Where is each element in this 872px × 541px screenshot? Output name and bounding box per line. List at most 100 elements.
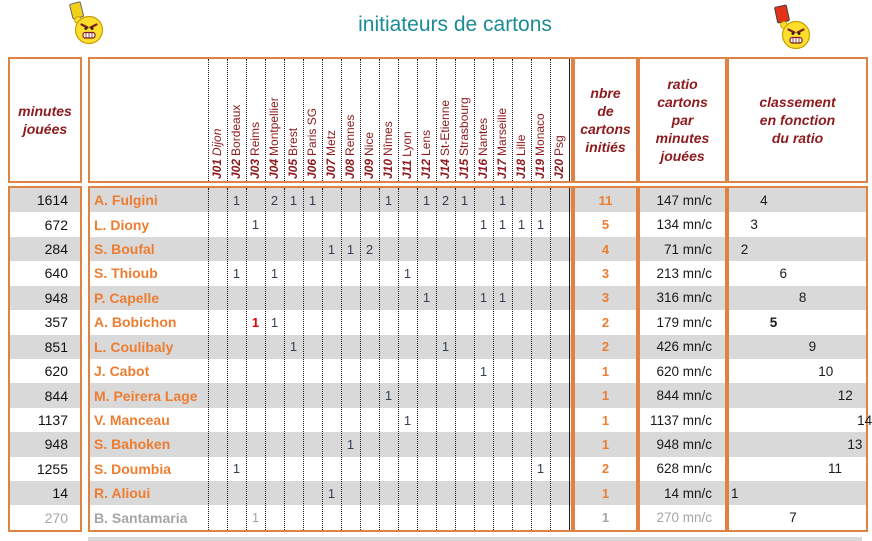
card-count-J07: 1 [327,485,336,501]
ratio-value: 620 mn/c [656,363,712,379]
table-row: 1614 [10,188,80,213]
player-name: L. Coulibaly [94,338,174,355]
ratio-value: 270 mn/c [656,510,712,526]
ratio-value: 134 mn/c [656,217,712,233]
table-row: 1137 [10,408,80,432]
rank-value: 3 [750,217,758,233]
card-count-J02: 1 [232,192,241,208]
table-row: 147 mn/c [640,188,725,213]
matchday-label-J14: J14St-Etienne [438,99,452,179]
card-count-J05: 1 [289,339,298,355]
table-row: 270 mn/c [640,505,725,529]
ratio-column: 147 mn/c 134 mn/c 71 mn/c 213 mn/c 316 mn/c 1… [638,186,727,532]
table-row: 7 [729,505,866,529]
table-row: S. Bahoken 1 [90,432,571,457]
rank-value: 13 [847,436,863,452]
minutes-value: 14 [52,485,68,502]
minutes-value: 672 [44,216,68,233]
table-row: 1 [575,432,636,457]
card-count-J18: 1 [517,217,526,233]
rank-value: 14 [857,412,872,428]
player-name: S. Thioub [94,265,158,282]
table-row: 13 [729,432,866,457]
minutes-value: 284 [44,241,68,258]
cards-total-value: 11 [598,192,613,208]
table-row: S. Boufal 1 1 2 [90,236,571,262]
table-row: 1 [575,408,636,432]
table-row: 5 [575,212,636,236]
player-name: B. Santamaria [94,509,188,526]
matchday-label-J20: J20Psg [552,135,566,179]
matchday-label-J07: J07Metz [324,129,338,179]
ratio-value: 213 mn/c [656,265,712,281]
table-row: V. Manceau 1 [90,408,571,432]
ratio-value: 628 mn/c [656,461,712,477]
table-row: 6 [729,261,866,285]
card-count-J02: 1 [232,461,241,477]
red-card-smiley-icon [764,4,818,59]
matchday-label-J05: J05Brest [286,127,300,179]
card-count-J10: 1 [384,388,393,404]
matchday-label-J19: J19Monaco [533,113,547,179]
ranking-header: classement en fonction du ratio [727,57,868,183]
table-row: 426 mn/c [640,334,725,359]
card-count-J11: 1 [403,412,412,428]
minutes-value: 1255 [36,460,68,477]
ratio-value: 71 mn/c [663,241,712,257]
table-row: 1 [575,359,636,383]
matchday-label-J03: J03Reims [248,121,262,179]
minutes-value: 640 [44,265,68,282]
minutes-value: 270 [44,509,68,526]
card-count-J19: 1 [536,461,545,477]
table-row: 5 [729,310,866,334]
player-name: A. Fulgini [94,192,158,209]
card-count-J14: 2 [441,192,450,208]
cards-total-value: 1 [601,436,610,452]
minutes-value: 844 [44,387,68,404]
table-row: 2 [575,310,636,334]
cards-total-value: 1 [601,510,610,526]
table-row: A. Bobichon 1 1 [90,310,571,334]
matchday-label-J10: J10Nîmes [381,121,395,179]
matchday-label-J06: J06Paris SG [305,107,319,179]
table-row: 620 [10,359,80,383]
table-row: 1255 [10,457,80,481]
card-count-J03: 1 [251,314,260,330]
table-row: 4 [575,236,636,262]
table-row: 3 [729,212,866,236]
card-count-J16: 1 [479,290,488,306]
table-row: 640 [10,261,80,285]
table-row: 1 [575,481,636,506]
minutes-value: 1614 [36,192,68,209]
table-row: A. Fulgini 1 2 1 1 1 1 2 1 1 [90,188,571,213]
cut-off-next-row [88,537,862,541]
table-row: 3 [575,261,636,285]
card-count-J10: 1 [384,192,393,208]
card-count-J12: 1 [422,192,431,208]
table-row: 948 [10,285,80,311]
card-count-J04: 2 [270,192,279,208]
ratio-value: 1137 mn/c [649,412,712,428]
card-count-J14: 1 [441,339,450,355]
player-name: S. Doumbia [94,460,172,477]
minutes-played-header: minutes jouées [8,57,82,183]
player-name: M. Peirera Lage [94,387,198,404]
player-name: A. Bobichon [94,314,177,331]
cards-total-value: 2 [601,461,610,477]
card-count-J08: 1 [346,436,355,452]
rank-value: 12 [837,388,853,404]
card-count-J16: 1 [479,217,488,233]
cards-grid: A. Fulgini 1 2 1 1 1 1 2 1 1 L. Diony 1 1 1 1 1 S. Boufa… [88,186,573,532]
matchday-label-J15: J15Strasbourg [457,97,471,179]
cards-total-value: 1 [601,485,610,501]
table-row: 8 [729,285,866,311]
table-row: S. Doumbia 1 1 [90,457,571,481]
cards-count-column: 11 5 4 3 3 2 2 1 1 1 1 2 1 1 [573,186,638,532]
rank-value: 6 [779,265,788,281]
table-row: 620 mn/c [640,359,725,383]
table-row: S. Thioub 1 1 1 [90,261,571,285]
table-row: 14 [729,408,872,432]
card-count-J03: 1 [251,510,260,526]
table-row: 2 [575,457,636,481]
table-row: L. Diony 1 1 1 1 1 [90,212,571,236]
